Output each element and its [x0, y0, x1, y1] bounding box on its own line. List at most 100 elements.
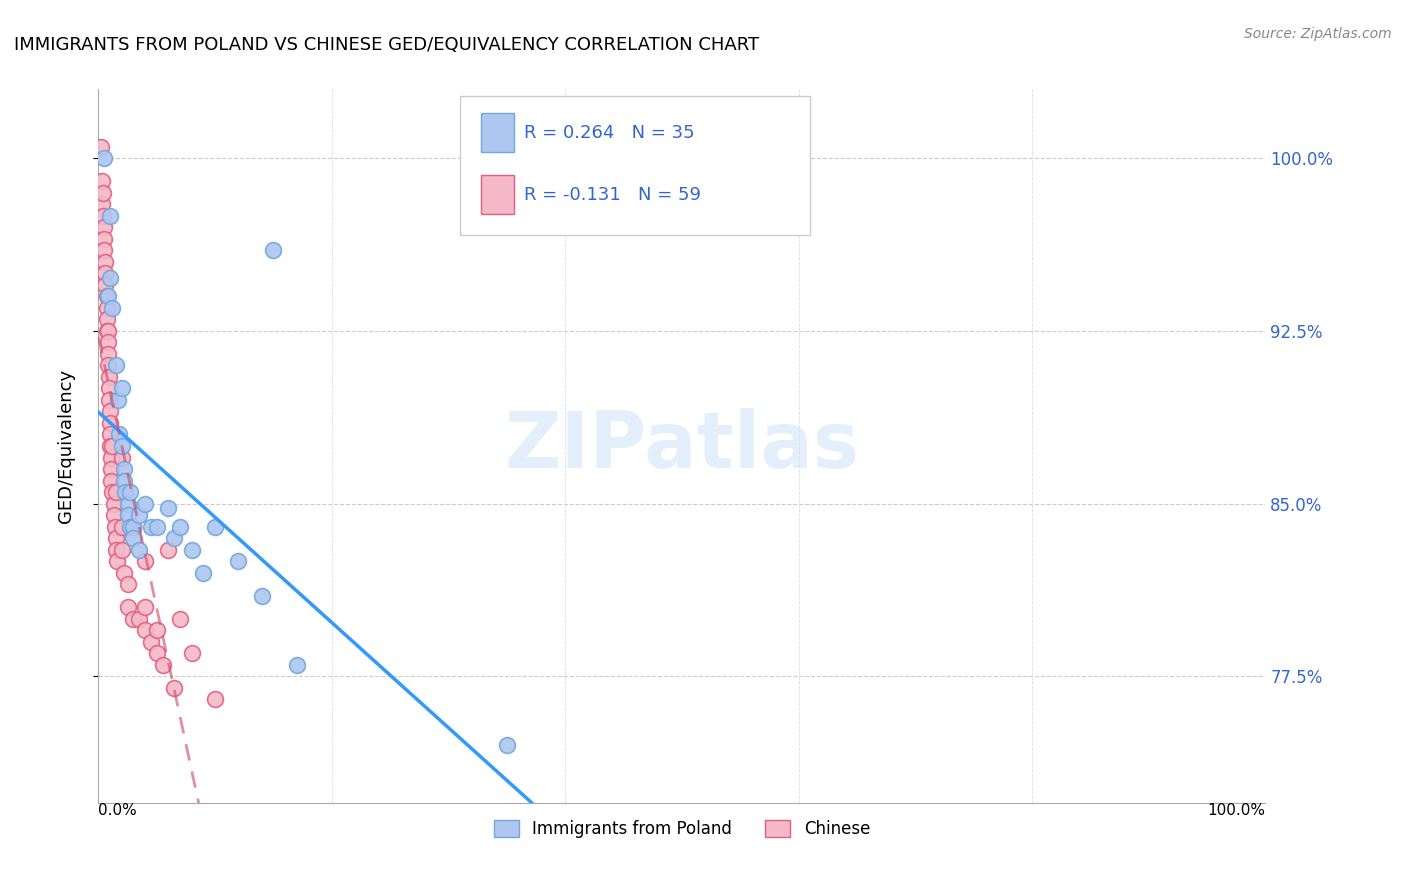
Point	[146, 646, 169, 660]
Text: 100.0%: 100.0%	[1208, 803, 1265, 818]
Point	[98, 416, 121, 430]
Point	[90, 140, 112, 154]
Text: Source: ZipAtlas.com: Source: ZipAtlas.com	[1244, 27, 1392, 41]
Point	[97, 381, 120, 395]
Point	[97, 392, 120, 407]
Text: R = -0.131   N = 59: R = -0.131 N = 59	[524, 186, 702, 203]
Point	[104, 359, 127, 373]
Point	[262, 244, 284, 258]
Point	[104, 519, 127, 533]
Text: R = 0.264   N = 35: R = 0.264 N = 35	[524, 125, 695, 143]
Point	[204, 519, 226, 533]
Point	[157, 501, 180, 516]
Point	[94, 255, 117, 269]
Point	[228, 554, 250, 568]
Point	[103, 508, 125, 522]
Point	[97, 347, 120, 361]
Point	[97, 289, 120, 303]
Point	[169, 519, 191, 533]
Point	[104, 542, 127, 557]
Point	[496, 738, 519, 752]
Point	[98, 209, 121, 223]
Point	[118, 519, 141, 533]
Point	[180, 542, 202, 557]
Point	[122, 519, 145, 533]
Point	[94, 266, 117, 280]
Point	[93, 244, 115, 258]
Point	[111, 542, 134, 557]
Point	[93, 232, 115, 246]
Point	[111, 450, 134, 465]
Point	[111, 519, 134, 533]
Point	[98, 439, 121, 453]
Point	[91, 186, 114, 200]
Point	[96, 301, 118, 315]
Point	[90, 197, 112, 211]
Point	[93, 151, 115, 165]
Point	[152, 657, 174, 672]
Point	[128, 508, 150, 522]
Point	[163, 531, 186, 545]
Text: 0.0%: 0.0%	[98, 803, 138, 818]
Point	[134, 497, 156, 511]
Point	[97, 370, 120, 384]
Point	[105, 554, 128, 568]
Point	[104, 485, 127, 500]
Point	[97, 359, 120, 373]
Point	[139, 519, 162, 533]
Point	[111, 381, 134, 395]
Point	[100, 450, 122, 465]
Point	[134, 623, 156, 637]
Point	[169, 612, 191, 626]
Point	[134, 554, 156, 568]
Point	[128, 612, 150, 626]
Point	[285, 657, 308, 672]
Point	[100, 462, 122, 476]
Y-axis label: GED/Equivalency: GED/Equivalency	[56, 369, 75, 523]
Point	[98, 427, 121, 442]
Point	[118, 485, 141, 500]
Point	[122, 612, 145, 626]
Point	[112, 462, 135, 476]
Point	[117, 497, 139, 511]
Point	[117, 508, 139, 522]
Text: IMMIGRANTS FROM POLAND VS CHINESE GED/EQUIVALENCY CORRELATION CHART: IMMIGRANTS FROM POLAND VS CHINESE GED/EQ…	[14, 36, 759, 54]
Point	[94, 277, 117, 292]
Point	[157, 542, 180, 557]
Point	[103, 497, 125, 511]
Point	[108, 427, 131, 442]
Point	[98, 404, 121, 418]
Point	[98, 271, 121, 285]
Point	[90, 174, 112, 188]
Point	[204, 692, 226, 706]
Text: ZIPatlas: ZIPatlas	[505, 408, 859, 484]
Point	[193, 566, 215, 580]
Point	[111, 439, 134, 453]
Point	[122, 531, 145, 545]
Point	[112, 566, 135, 580]
Point	[139, 634, 162, 648]
Point	[107, 392, 129, 407]
Point	[163, 681, 186, 695]
Point	[117, 600, 139, 615]
Point	[96, 324, 118, 338]
Point	[180, 646, 202, 660]
Point	[114, 485, 136, 500]
Point	[91, 209, 114, 223]
Point	[96, 289, 118, 303]
Point	[101, 301, 124, 315]
Point	[93, 220, 115, 235]
Point	[101, 439, 124, 453]
Legend: Immigrants from Poland, Chinese: Immigrants from Poland, Chinese	[486, 813, 877, 845]
FancyBboxPatch shape	[460, 96, 810, 235]
Point	[104, 531, 127, 545]
Point	[134, 600, 156, 615]
Point	[97, 324, 120, 338]
Point	[146, 519, 169, 533]
FancyBboxPatch shape	[481, 112, 513, 152]
Point	[117, 577, 139, 591]
Point	[100, 474, 122, 488]
Point	[96, 312, 118, 326]
Point	[101, 485, 124, 500]
FancyBboxPatch shape	[481, 175, 513, 214]
